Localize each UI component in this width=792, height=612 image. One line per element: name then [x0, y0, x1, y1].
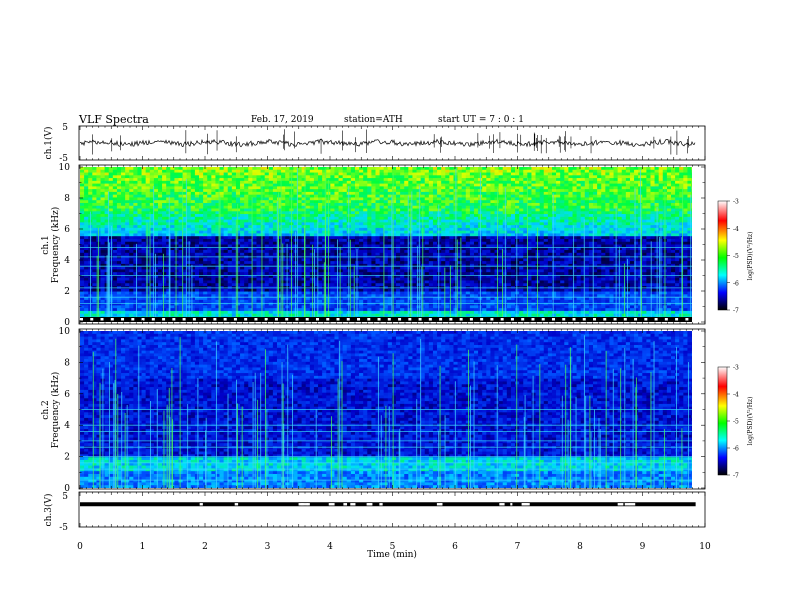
ch1-spectrogram-ylabel-channel: ch.1 — [41, 235, 51, 254]
ch2-spectrogram-image — [80, 331, 692, 488]
ytick-label-2-2: 2 — [64, 453, 70, 463]
colorbar-tick-2--3: -3 — [733, 365, 739, 372]
ch2-colorbar-label: log(PSD)(V²/Hz) — [747, 397, 754, 446]
xtick-label-9: 9 — [640, 542, 646, 552]
xtick-label-0: 0 — [77, 542, 83, 552]
ytick-label-2-0: 0 — [64, 484, 70, 494]
station-label: station=ATH — [344, 115, 403, 125]
colorbar-tick-1--5: -5 — [733, 253, 739, 260]
ch3-ytick-top: 5 — [62, 492, 68, 502]
ytick-label-1-8: 8 — [64, 194, 70, 204]
xtick-label-1: 1 — [140, 542, 146, 552]
ytick-label-2-8: 8 — [64, 358, 70, 368]
ytick-label-1-2: 2 — [64, 287, 70, 297]
xtick-label-7: 7 — [515, 542, 521, 552]
ch3-waveform-panel: 5 -5 ch.3(V) 0 1 2 3 4 5 6 7 8 9 10 Time (min) — [43, 491, 711, 560]
time-axis-label: Time (min) — [367, 549, 417, 560]
ch1-spectrogram-ylabel-frequency: Frequency (kHz) — [50, 207, 61, 284]
ch3-waveform-ylabel: ch.3(V) — [43, 494, 54, 527]
ytick-label-2-6: 6 — [64, 390, 70, 400]
xtick-label-5: 5 — [390, 542, 396, 552]
xtick-label-10: 10 — [699, 542, 711, 552]
ch3-waveform-signal — [80, 502, 696, 507]
xtick-label-4: 4 — [327, 542, 333, 552]
ch1-ytick-top: 5 — [62, 123, 68, 133]
colorbar-tick-1--7: -7 — [733, 308, 739, 315]
ch1-waveform-panel: 5 -5 ch.1(V) — [43, 123, 706, 164]
colorbar-tick-2--7: -7 — [733, 473, 739, 480]
xtick-label-3: 3 — [265, 542, 271, 552]
ytick-label-1-6: 6 — [64, 225, 70, 235]
ch1-spectrogram-image — [80, 167, 692, 322]
ch2-colorbar — [717, 366, 728, 476]
ytick-label-2-10: 10 — [59, 327, 71, 337]
colorbar-tick-1--4: -4 — [733, 226, 739, 233]
ytick-label-1-0: 0 — [64, 318, 70, 328]
xtick-label-6: 6 — [452, 542, 458, 552]
colorbar-tick-1--6: -6 — [733, 280, 739, 287]
ch1-colorbar-label: log(PSD)(V²/Hz) — [747, 232, 754, 281]
ch3-ytick-bottom: -5 — [59, 523, 68, 533]
ytick-label-1-10: 10 — [59, 163, 71, 173]
colorbar-tick-2--6: -6 — [733, 446, 739, 453]
figure-title: VLF Spectra — [79, 113, 149, 126]
colorbar-tick-2--5: -5 — [733, 419, 739, 426]
ch2-spectrogram-ylabel-frequency: Frequency (kHz) — [50, 372, 61, 449]
ch1-waveform-frame — [78, 125, 706, 161]
start-ut-label: start UT = 7 : 0 : 1 — [438, 115, 524, 125]
ch1-waveform-spikes — [92, 129, 690, 155]
ch1-colorbar — [717, 200, 728, 311]
ytick-label-1-4: 4 — [64, 256, 70, 266]
xtick-label-8: 8 — [577, 542, 583, 552]
ch3-waveform-frame — [78, 491, 706, 528]
colorbar-tick-2--4: -4 — [733, 392, 739, 399]
colorbar-tick-1--3: -3 — [733, 199, 739, 206]
date-label: Feb. 17, 2019 — [251, 115, 314, 125]
ch1-ytick-bottom: -5 — [59, 154, 68, 164]
ch1-waveform-line — [79, 138, 696, 148]
ytick-label-2-4: 4 — [64, 421, 70, 431]
ch1-waveform-ylabel: ch.1(V) — [43, 127, 54, 160]
xtick-label-2: 2 — [202, 542, 208, 552]
ch2-spectrogram-ylabel-channel: ch.2 — [41, 400, 51, 419]
